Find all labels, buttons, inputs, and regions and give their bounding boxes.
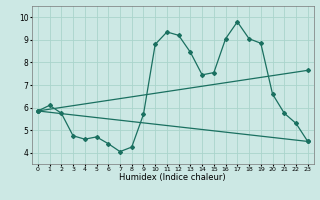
X-axis label: Humidex (Indice chaleur): Humidex (Indice chaleur) bbox=[119, 173, 226, 182]
